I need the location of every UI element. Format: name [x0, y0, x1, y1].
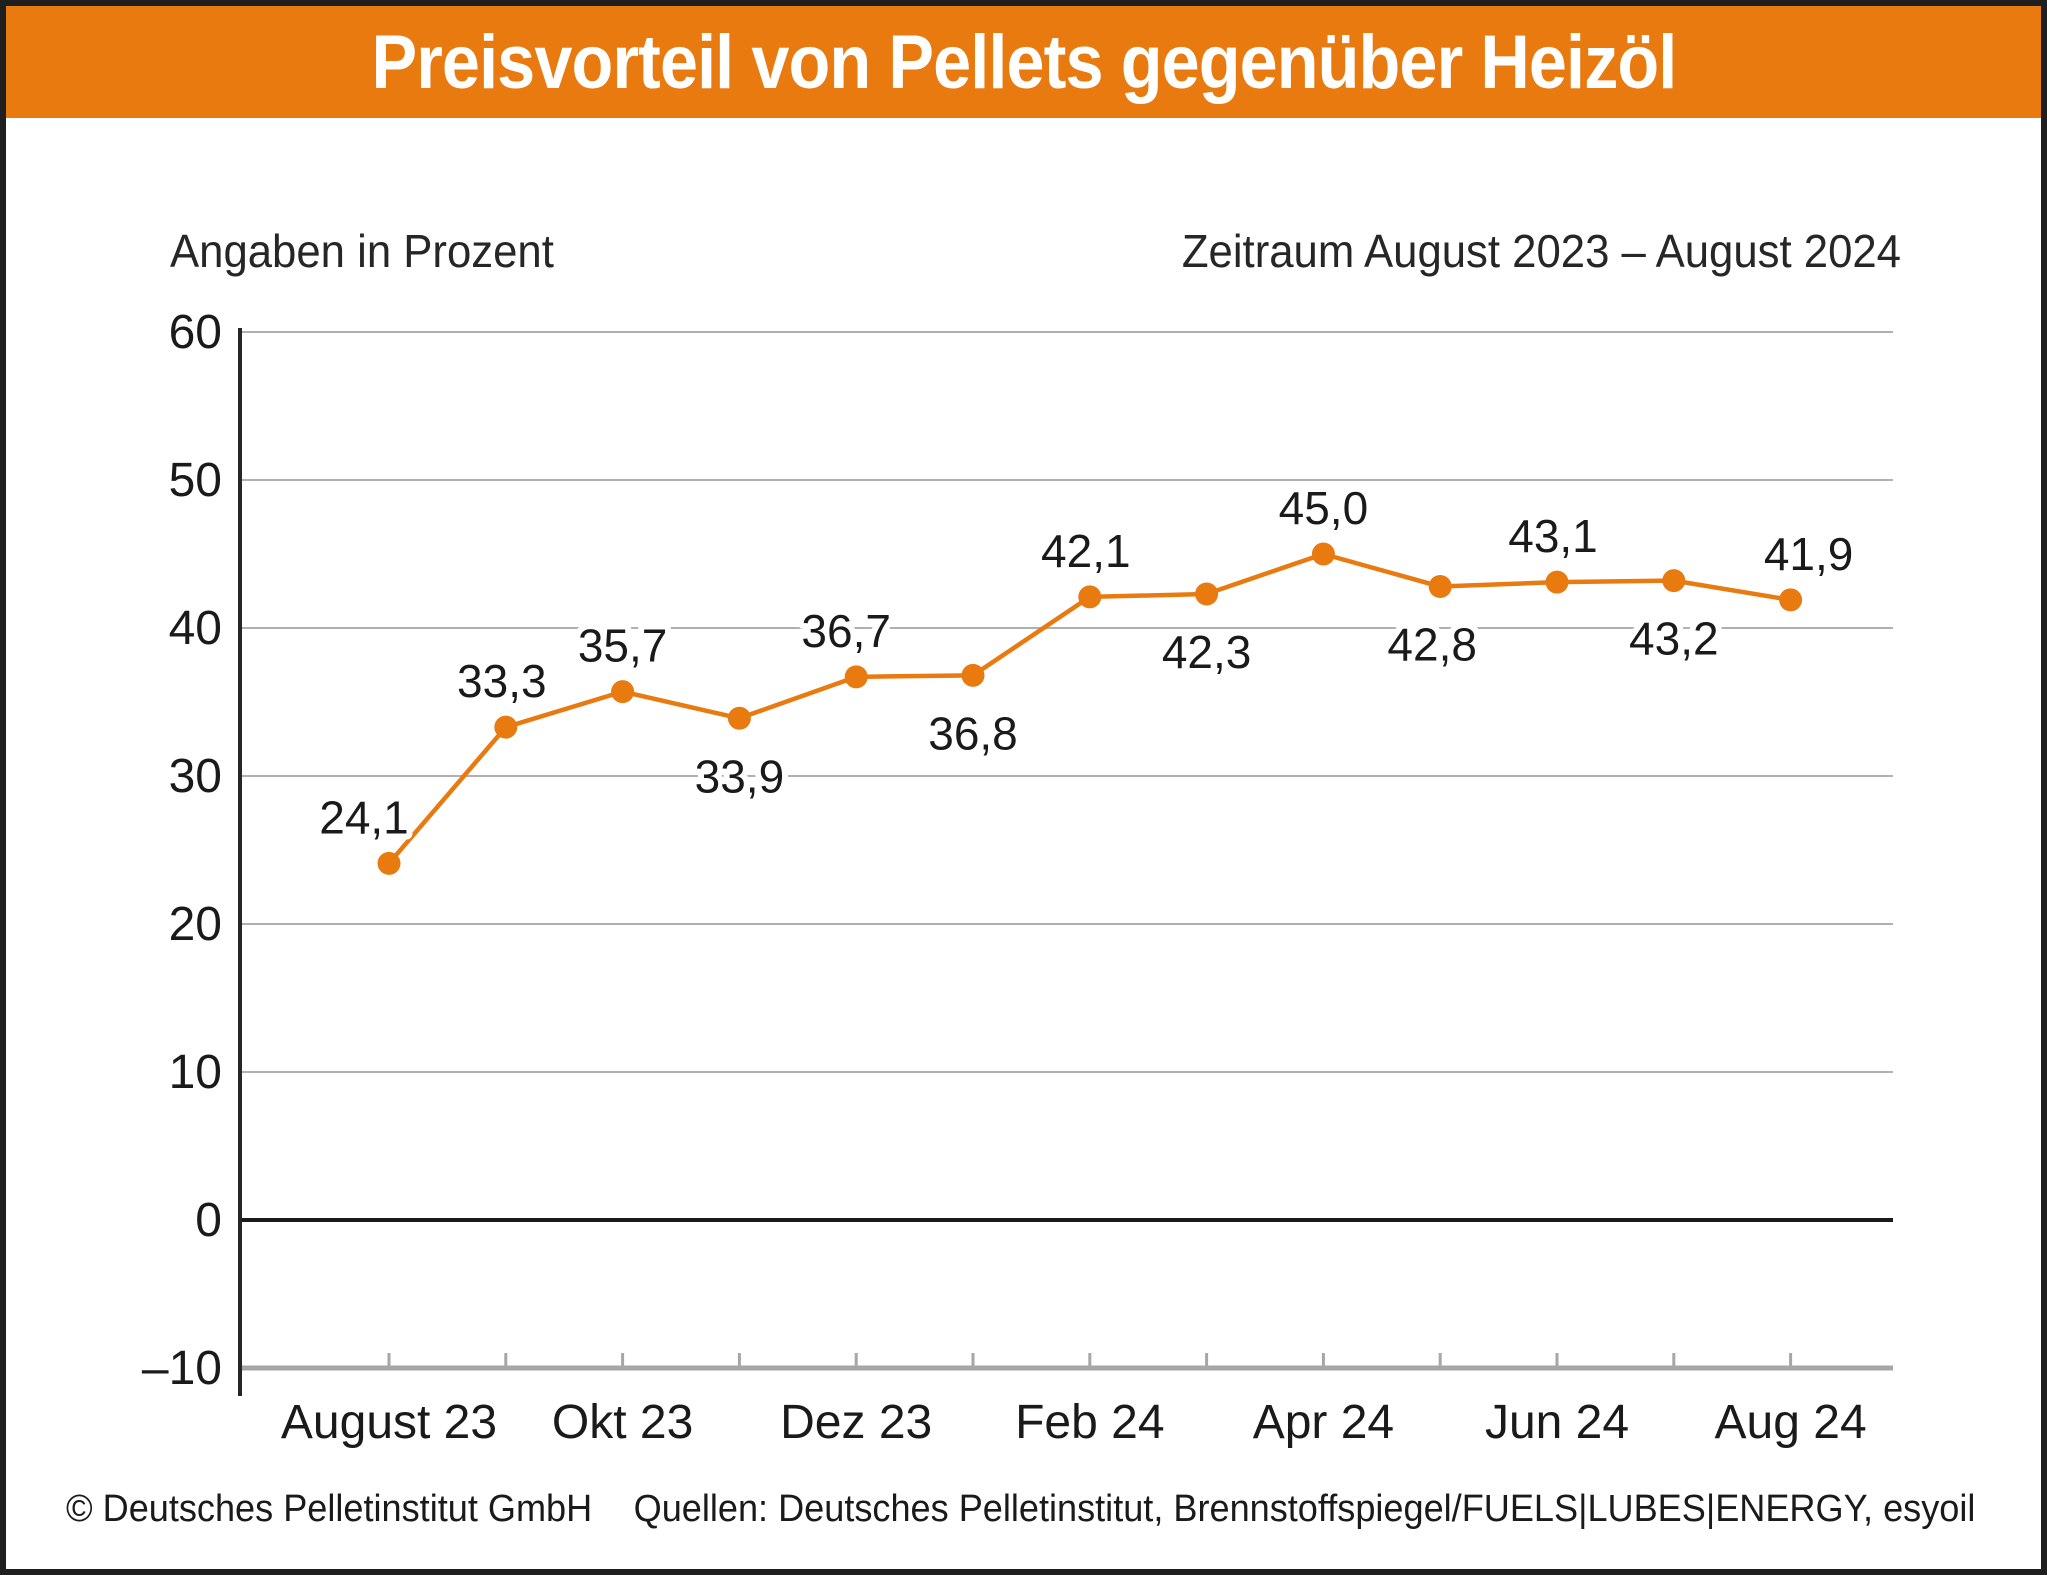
data-point-label: 43,1: [1508, 510, 1598, 562]
data-point: [494, 715, 518, 739]
copyright-note: © Deutsches Pelletinstitut GmbH: [66, 1488, 593, 1530]
x-axis-tick-label: Jun 24: [1485, 1396, 1629, 1449]
data-point-label: 42,8: [1387, 619, 1477, 671]
data-point-label: 42,1: [1041, 525, 1131, 577]
sources-note: Quellen: Deutsches Pelletinstitut, Brenn…: [633, 1488, 1975, 1530]
data-point: [611, 680, 635, 704]
x-axis-tick-label: Feb 24: [1015, 1396, 1164, 1449]
data-point-label: 43,2: [1629, 613, 1719, 665]
y-axis-tick-label: 20: [169, 898, 222, 951]
y-axis-tick-label: –10: [142, 1342, 222, 1395]
data-point-label: 36,7: [801, 605, 891, 657]
data-point: [1545, 570, 1569, 594]
data-point-label: 36,8: [928, 707, 1018, 759]
x-axis-tick-label: Dez 23: [780, 1396, 932, 1449]
y-axis-tick-label: 50: [169, 454, 222, 507]
data-point-label: 42,3: [1162, 626, 1252, 678]
data-point-label: 41,9: [1764, 528, 1854, 580]
data-point: [727, 706, 751, 730]
data-point: [1311, 542, 1335, 566]
data-point-label: 33,9: [695, 750, 785, 802]
y-axis-tick-label: 60: [169, 306, 222, 359]
y-axis-tick-label: 40: [169, 602, 222, 655]
data-point: [1078, 585, 1102, 609]
data-point: [1428, 575, 1452, 599]
data-point: [1779, 588, 1803, 612]
header-banner: Preisvorteil von Pellets gegenüber Heizö…: [6, 6, 2041, 118]
x-axis-tick-label: Apr 24: [1253, 1396, 1394, 1449]
data-point: [377, 851, 401, 875]
data-point: [1662, 569, 1686, 593]
data-point-label: 35,7: [578, 620, 668, 672]
y-axis-tick-label: 0: [195, 1194, 222, 1247]
x-axis-tick-label: August 23: [281, 1396, 497, 1449]
data-point-label: 45,0: [1279, 482, 1369, 534]
data-point: [844, 665, 868, 689]
y-axis-tick-label: 10: [169, 1046, 222, 1099]
data-point-label: 33,3: [457, 655, 547, 707]
x-axis-tick-label: Okt 23: [552, 1396, 693, 1449]
data-point: [1195, 582, 1219, 606]
y-axis-tick-label: 30: [169, 750, 222, 803]
data-point-label: 24,1: [319, 791, 409, 843]
unit-note: Angaben in Prozent: [170, 225, 554, 277]
data-point: [961, 663, 985, 687]
page-title: Preisvorteil von Pellets gegenüber Heizö…: [371, 19, 1677, 105]
x-axis-tick-label: Aug 24: [1715, 1396, 1867, 1449]
period-note: Zeitraum August 2023 – August 2024: [1181, 225, 1901, 277]
